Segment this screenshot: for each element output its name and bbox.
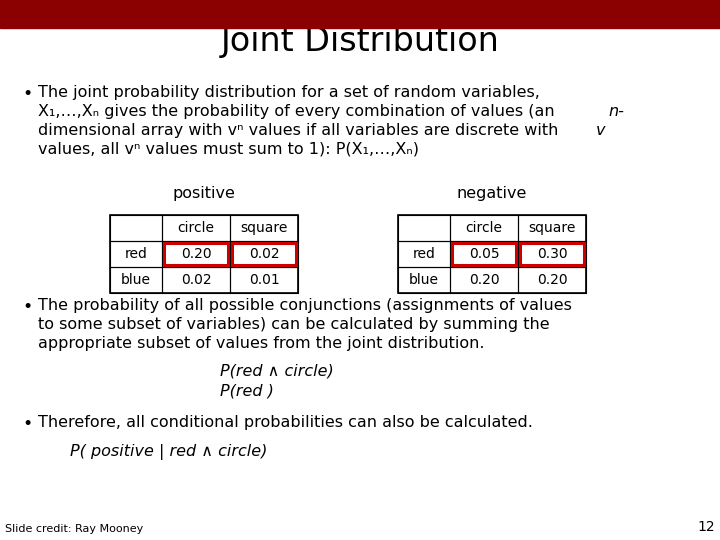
Text: 12: 12 [698,520,715,534]
Text: 0.02: 0.02 [181,273,211,287]
Bar [232,243,296,265]
Text: 0.05: 0.05 [469,247,499,261]
Bar [450,267,518,293]
Text: •: • [22,85,32,103]
Text: Therefore, all conditional probabilities can also be calculated.: Therefore, all conditional probabilities… [38,415,533,430]
Text: circle: circle [466,221,503,235]
Text: positive: positive [173,186,235,201]
Text: X₁,…,Xₙ gives the probability of every combination of values (an: X₁,…,Xₙ gives the probability of every c… [38,104,559,119]
Text: blue: blue [121,273,151,287]
Text: blue: blue [409,273,439,287]
Text: 0.20: 0.20 [536,273,567,287]
Text: square: square [528,221,576,235]
Text: values, all vⁿ values must sum to 1): P(X₁,…,Xₙ): values, all vⁿ values must sum to 1): P(… [38,142,419,157]
Bar [518,267,586,293]
Text: red: red [413,247,436,261]
Bar [110,267,162,293]
Text: 0.02: 0.02 [248,247,279,261]
Bar [110,241,162,267]
Text: circle: circle [178,221,215,235]
Text: •: • [22,298,32,316]
Bar [0,0,720,28]
Text: •: • [22,415,32,433]
Text: 0.20: 0.20 [181,247,211,261]
Text: 0.01: 0.01 [248,273,279,287]
Bar [110,215,298,293]
Bar [450,215,518,241]
Bar [110,215,162,241]
Bar [230,241,298,267]
Bar [398,241,450,267]
Text: P( positive | red ∧ circle): P( positive | red ∧ circle) [70,444,267,460]
Bar [452,243,516,265]
Text: The joint probability distribution for a set of random variables,: The joint probability distribution for a… [38,85,540,100]
Text: 0.30: 0.30 [536,247,567,261]
Text: P(red ∧ circle): P(red ∧ circle) [220,363,334,378]
Bar [230,215,298,241]
Text: Joint Distribution: Joint Distribution [220,25,500,58]
Bar [230,267,298,293]
Bar [398,267,450,293]
Bar [518,241,586,267]
Text: n-: n- [608,104,624,119]
Bar [520,243,584,265]
Bar [162,267,230,293]
Text: Slide credit: Ray Mooney: Slide credit: Ray Mooney [5,524,143,534]
Text: dimensional array with vⁿ values if all variables are discrete with: dimensional array with vⁿ values if all … [38,123,564,138]
Bar [450,241,518,267]
Text: red: red [125,247,148,261]
Bar [398,215,586,293]
Text: square: square [240,221,288,235]
Bar [398,215,450,241]
Text: negative: negative [456,186,527,201]
Text: The probability of all possible conjunctions (assignments of values: The probability of all possible conjunct… [38,298,572,313]
Bar [162,215,230,241]
Text: appropriate subset of values from the joint distribution.: appropriate subset of values from the jo… [38,336,485,351]
Text: v: v [596,123,606,138]
Text: to some subset of variables) can be calculated by summing the: to some subset of variables) can be calc… [38,317,549,332]
Bar [518,215,586,241]
Text: P(red ): P(red ) [220,384,274,399]
Bar [164,243,228,265]
Text: 0.20: 0.20 [469,273,499,287]
Bar [162,241,230,267]
